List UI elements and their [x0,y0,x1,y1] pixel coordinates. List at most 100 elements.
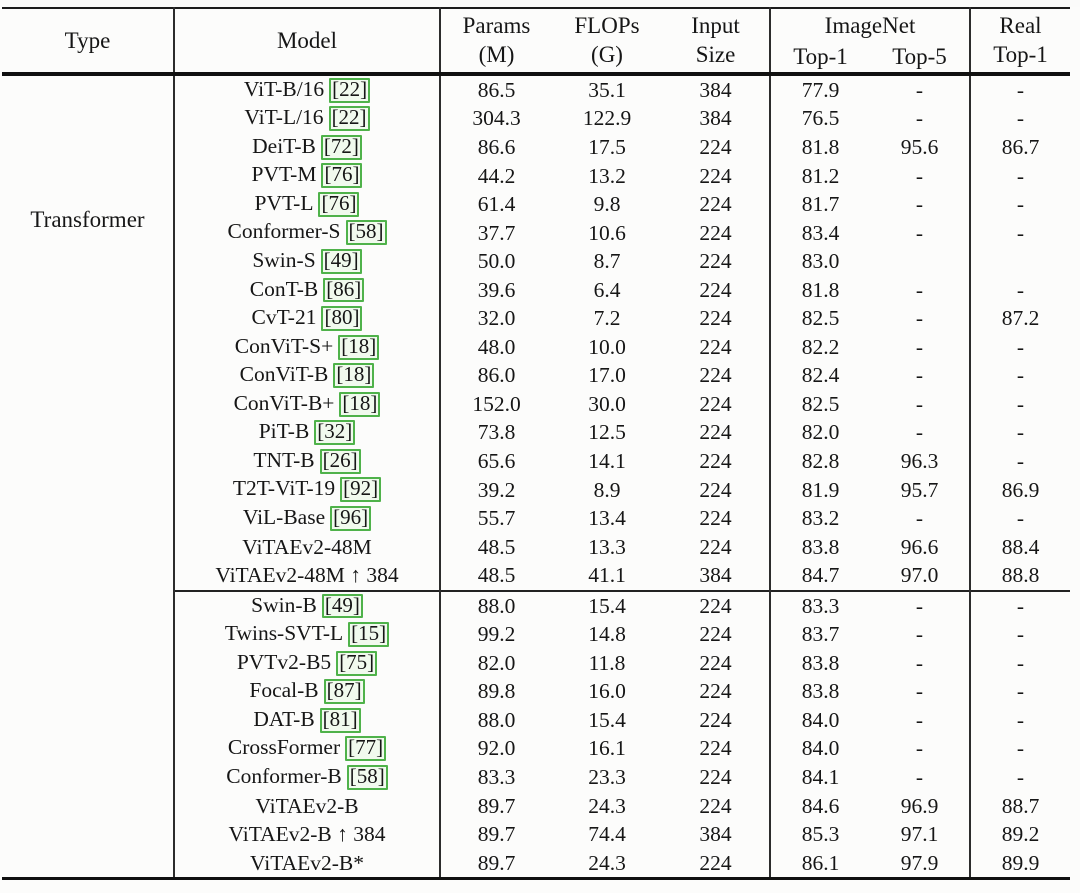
imagenet-top1-cell: 83.8 [801,534,840,559]
header-type: Type [2,8,175,74]
model-name: Twins-SVT-L [224,621,344,646]
flops-cell: 41.1 [588,563,626,588]
citation-link[interactable]: [77] [345,736,387,762]
imagenet-top5-cell: 97.1 [870,820,971,849]
real-top1-cell: - [1016,77,1025,102]
real-top1-cell: 86.7 [1001,134,1040,159]
input-size-cell: 224 [662,763,771,792]
flops-cell: 14.8 [588,622,626,647]
imagenet-top1-cell: 83.7 [801,622,840,647]
input-size-cell: 224 [662,161,771,191]
citation-link[interactable]: [86] [323,277,365,303]
citation-link[interactable]: [49] [321,593,363,619]
flops-cell: 8.7 [593,249,621,274]
input-size-cell: 224 [662,791,771,821]
flops-cell: 10.6 [588,220,626,245]
header-model: Model [174,8,441,74]
imagenet-top5-cell: 96.6 [870,532,971,562]
citation-link[interactable]: [18] [333,363,375,389]
citation-link[interactable]: [18] [338,334,380,360]
citation-link[interactable]: [58] [345,220,387,246]
citation-link[interactable]: [80] [321,306,363,331]
input-size-cell: 224 [662,132,771,162]
params-cell: 89.7 [477,822,516,847]
imagenet-top1-cell: 81.8 [801,134,840,159]
model-name: ViTAEv2-B* [249,850,365,875]
imagenet-top5-cell [870,247,971,276]
params-cell: 48.5 [477,563,516,588]
real-top1-cell: - [1016,106,1025,131]
model-name: ViTAEv2-B ↑ 384 [228,822,386,847]
model-cell: ViTAEv2-B ↑ 384 [174,820,441,849]
imagenet-top5-cell: - [870,73,971,105]
params-cell: 65.6 [477,448,516,473]
citation-link[interactable]: [76] [318,191,360,217]
citation-link[interactable]: [22] [328,106,370,132]
imagenet-top5-cell: 97.0 [870,561,971,591]
flops-cell: 24.3 [588,850,626,875]
citation-link[interactable]: [15] [348,622,390,648]
imagenet-top5-cell: - [870,218,971,248]
table-row: T2T-ViT-19 [92] 39.2 8.9 224 81.9 95.7 86.9 [2,475,1070,505]
imagenet-top1-cell: 83.2 [801,506,840,531]
imagenet-top5-cell: - [870,620,971,649]
model-cell: Swin-B [49] [174,589,441,621]
params-cell: 86.5 [477,77,516,102]
citation-link[interactable]: [87] [323,679,365,705]
input-size-cell: 224 [662,705,771,735]
model-name: T2T-ViT-19 [232,476,336,501]
model-name: PVT-M [251,162,317,187]
model-cell: ViTAEv2-B [174,791,441,821]
flops-cell: 15.4 [588,707,626,732]
citation-link[interactable]: [92] [340,477,382,503]
model-cell: PVTv2-B5 [75] [174,648,441,678]
model-cell: Conformer-S [58] [174,218,441,248]
real-top1-cell: - [1016,765,1025,789]
model-cell: Twins-SVT-L [15] [174,620,441,649]
citation-link[interactable]: [76] [321,163,363,189]
input-size-cell: 224 [662,677,771,706]
model-name: Conformer-S [227,219,341,244]
imagenet-top5-cell: - [870,275,971,305]
citation-link[interactable]: [49] [320,248,362,274]
imagenet-top5-cell: - [870,332,971,362]
citation-link[interactable]: [81] [319,707,361,733]
citation-link[interactable]: [26] [319,448,361,474]
imagenet-top1-cell: 82.5 [801,391,840,416]
model-cell: PVT-M [76] [174,161,441,191]
table-row: ViTAEv2-B* 89.7 24.3 224 86.1 97.9 89.9 [2,848,1070,879]
header-params-line2: (M) [478,42,515,68]
citation-link[interactable]: [32] [314,420,356,446]
imagenet-top1-cell: 76.5 [801,106,840,131]
citation-link[interactable]: [58] [346,764,388,790]
params-cell: 44.2 [477,163,516,188]
citation-link[interactable]: [72] [320,134,362,160]
real-top1-cell: - [1016,192,1025,217]
table-row: Conformer-S [58] 37.7 10.6 224 83.4 - - [2,218,1070,248]
input-size-cell: 384 [662,820,771,849]
input-size-cell: 224 [662,190,771,219]
model-cell: DAT-B [81] [174,705,441,735]
real-top1-cell: 86.9 [1001,477,1040,502]
input-size-cell: 224 [662,648,771,678]
model-name: DAT-B [253,706,315,731]
model-cell: Conformer-B [58] [174,763,441,792]
model-name: DeiT-B [252,133,316,158]
input-size-cell: 224 [662,275,771,305]
imagenet-top5-cell: - [870,677,971,706]
input-size-cell: 224 [662,332,771,362]
imagenet-top1-cell: 81.9 [801,477,840,502]
table-row: ViTAEv2-B 89.7 24.3 224 84.6 96.9 88.7 [2,791,1070,821]
real-top1-cell: - [1016,736,1025,761]
citation-link[interactable]: [75] [336,650,378,676]
citation-link[interactable]: [96] [330,505,372,531]
flops-cell: 35.1 [588,77,626,102]
citation-link[interactable]: [22] [329,77,371,103]
citation-link[interactable]: [18] [339,391,381,417]
model-comparison-table: Type Model Params (M) FLOPs (G) Input Si… [2,7,1070,881]
real-top1-cell: 89.2 [1001,822,1040,847]
imagenet-top1-cell: 82.2 [801,334,840,359]
table-row: DeiT-B [72] 86.6 17.5 224 81.8 95.6 86.7 [2,132,1070,162]
imagenet-top5-cell: - [870,161,971,191]
table-row: Swin-S [49] 50.0 8.7 224 83.0 [2,247,1070,276]
